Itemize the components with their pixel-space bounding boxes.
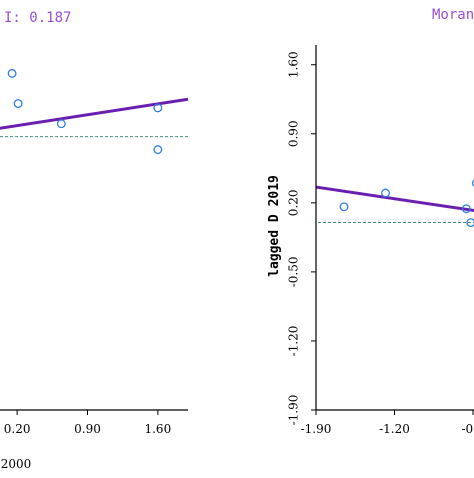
x-tick-label: -1.90 — [301, 422, 332, 436]
data-point — [471, 179, 474, 187]
x-tick-label: -1.20 — [379, 422, 410, 436]
data-point — [7, 68, 17, 78]
y-tick-label: -1.20 — [287, 326, 301, 357]
x-tick-label: 0.90 — [74, 422, 101, 436]
x-tick-label: -0.5 — [461, 422, 474, 436]
data-point — [56, 119, 66, 129]
data-point — [13, 99, 23, 109]
x-tick-label: 1.60 — [144, 422, 171, 436]
y-tick-label: -0.50 — [287, 257, 301, 288]
regression-line — [315, 185, 474, 213]
panel-2: -1.90 -1.20 -0.5 1.60 0.90 0.20 -0.50 -1.20 -1.9… — [267, 7, 474, 436]
x-tick-label: 0.20 — [4, 422, 31, 436]
data-point — [461, 204, 471, 214]
chart-title: Moran — [432, 7, 474, 23]
y-tick-label: 0.90 — [287, 120, 301, 147]
panel-1: 0.20 0.90 1.60 I: 0.187 2000 — [0, 10, 189, 471]
x-axis-label: 2000 — [1, 457, 32, 471]
chart-title: I: 0.187 — [4, 10, 71, 26]
data-point — [466, 218, 474, 228]
y-axis-label: lagged D 2019 — [267, 175, 282, 277]
data-point — [153, 103, 163, 113]
y-tick-label: 1.60 — [287, 51, 301, 78]
y-tick-label: 0.20 — [287, 189, 301, 216]
data-point — [339, 202, 349, 212]
regression-line — [0, 97, 189, 130]
y-tick-label: -1.90 — [287, 395, 301, 426]
data-point — [153, 145, 163, 155]
data-point — [381, 188, 390, 198]
